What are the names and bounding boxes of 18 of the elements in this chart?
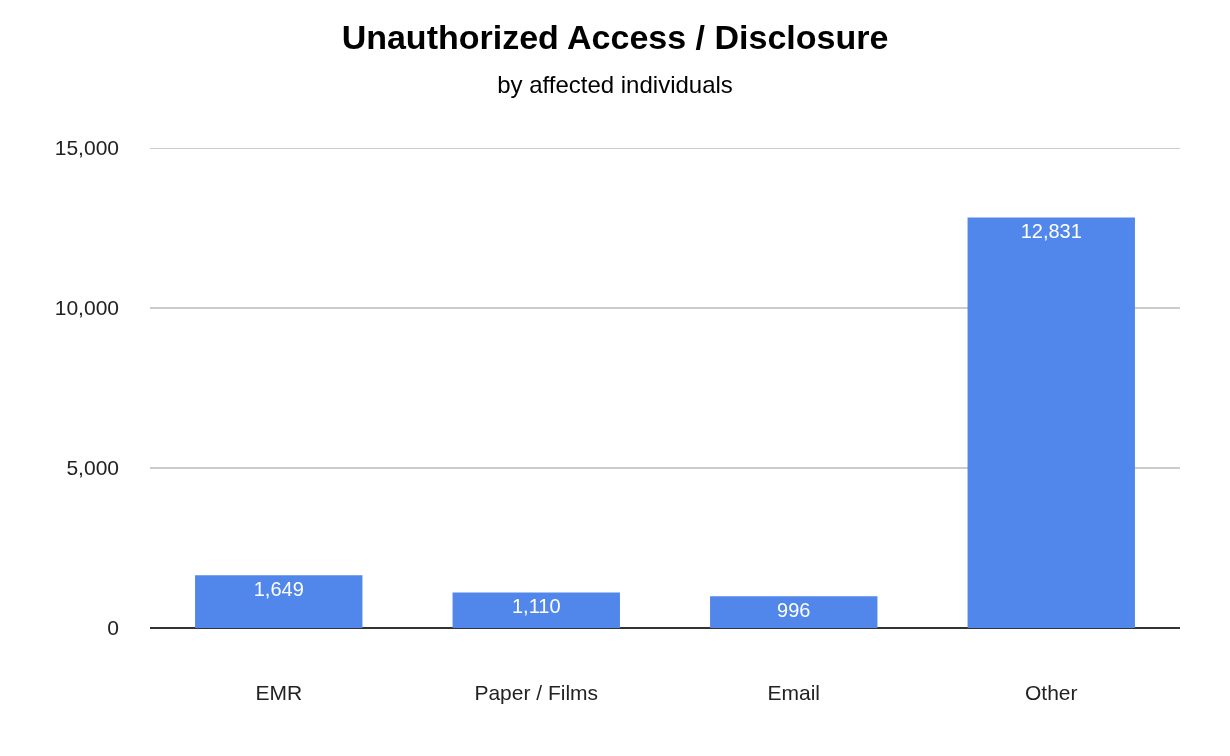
x-tick-label: Email bbox=[767, 681, 821, 704]
bar bbox=[967, 217, 1135, 628]
bar bbox=[452, 592, 620, 628]
chart-title: Unauthorized Access / Disclosure bbox=[341, 18, 889, 57]
x-tick-label: Paper / Films bbox=[474, 681, 599, 704]
bar bbox=[195, 575, 363, 628]
data-label: 996 bbox=[777, 599, 811, 622]
y-tick-label: 5,000 bbox=[66, 456, 119, 480]
data-label: 12,831 bbox=[1020, 220, 1082, 243]
x-tick-label: EMR bbox=[255, 681, 303, 704]
data-label: 1,649 bbox=[253, 578, 304, 601]
chart-subtitle: by affected individuals bbox=[497, 71, 733, 99]
y-tick-label: 15,000 bbox=[54, 136, 119, 160]
y-tick-label: 0 bbox=[107, 616, 119, 640]
y-tick-label: 10,000 bbox=[54, 296, 119, 320]
data-label: 1,110 bbox=[511, 595, 561, 618]
bar bbox=[710, 596, 878, 628]
x-tick-label: Other bbox=[1024, 681, 1078, 704]
